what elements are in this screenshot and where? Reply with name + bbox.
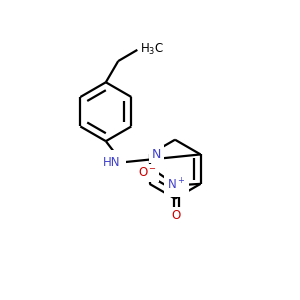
Text: N$^+$: N$^+$ (167, 178, 186, 193)
Text: N: N (152, 148, 161, 161)
Text: H$_3$C: H$_3$C (140, 42, 164, 57)
Text: HN: HN (103, 156, 121, 169)
Text: O: O (172, 209, 181, 223)
Text: O$^-$: O$^-$ (138, 167, 157, 179)
